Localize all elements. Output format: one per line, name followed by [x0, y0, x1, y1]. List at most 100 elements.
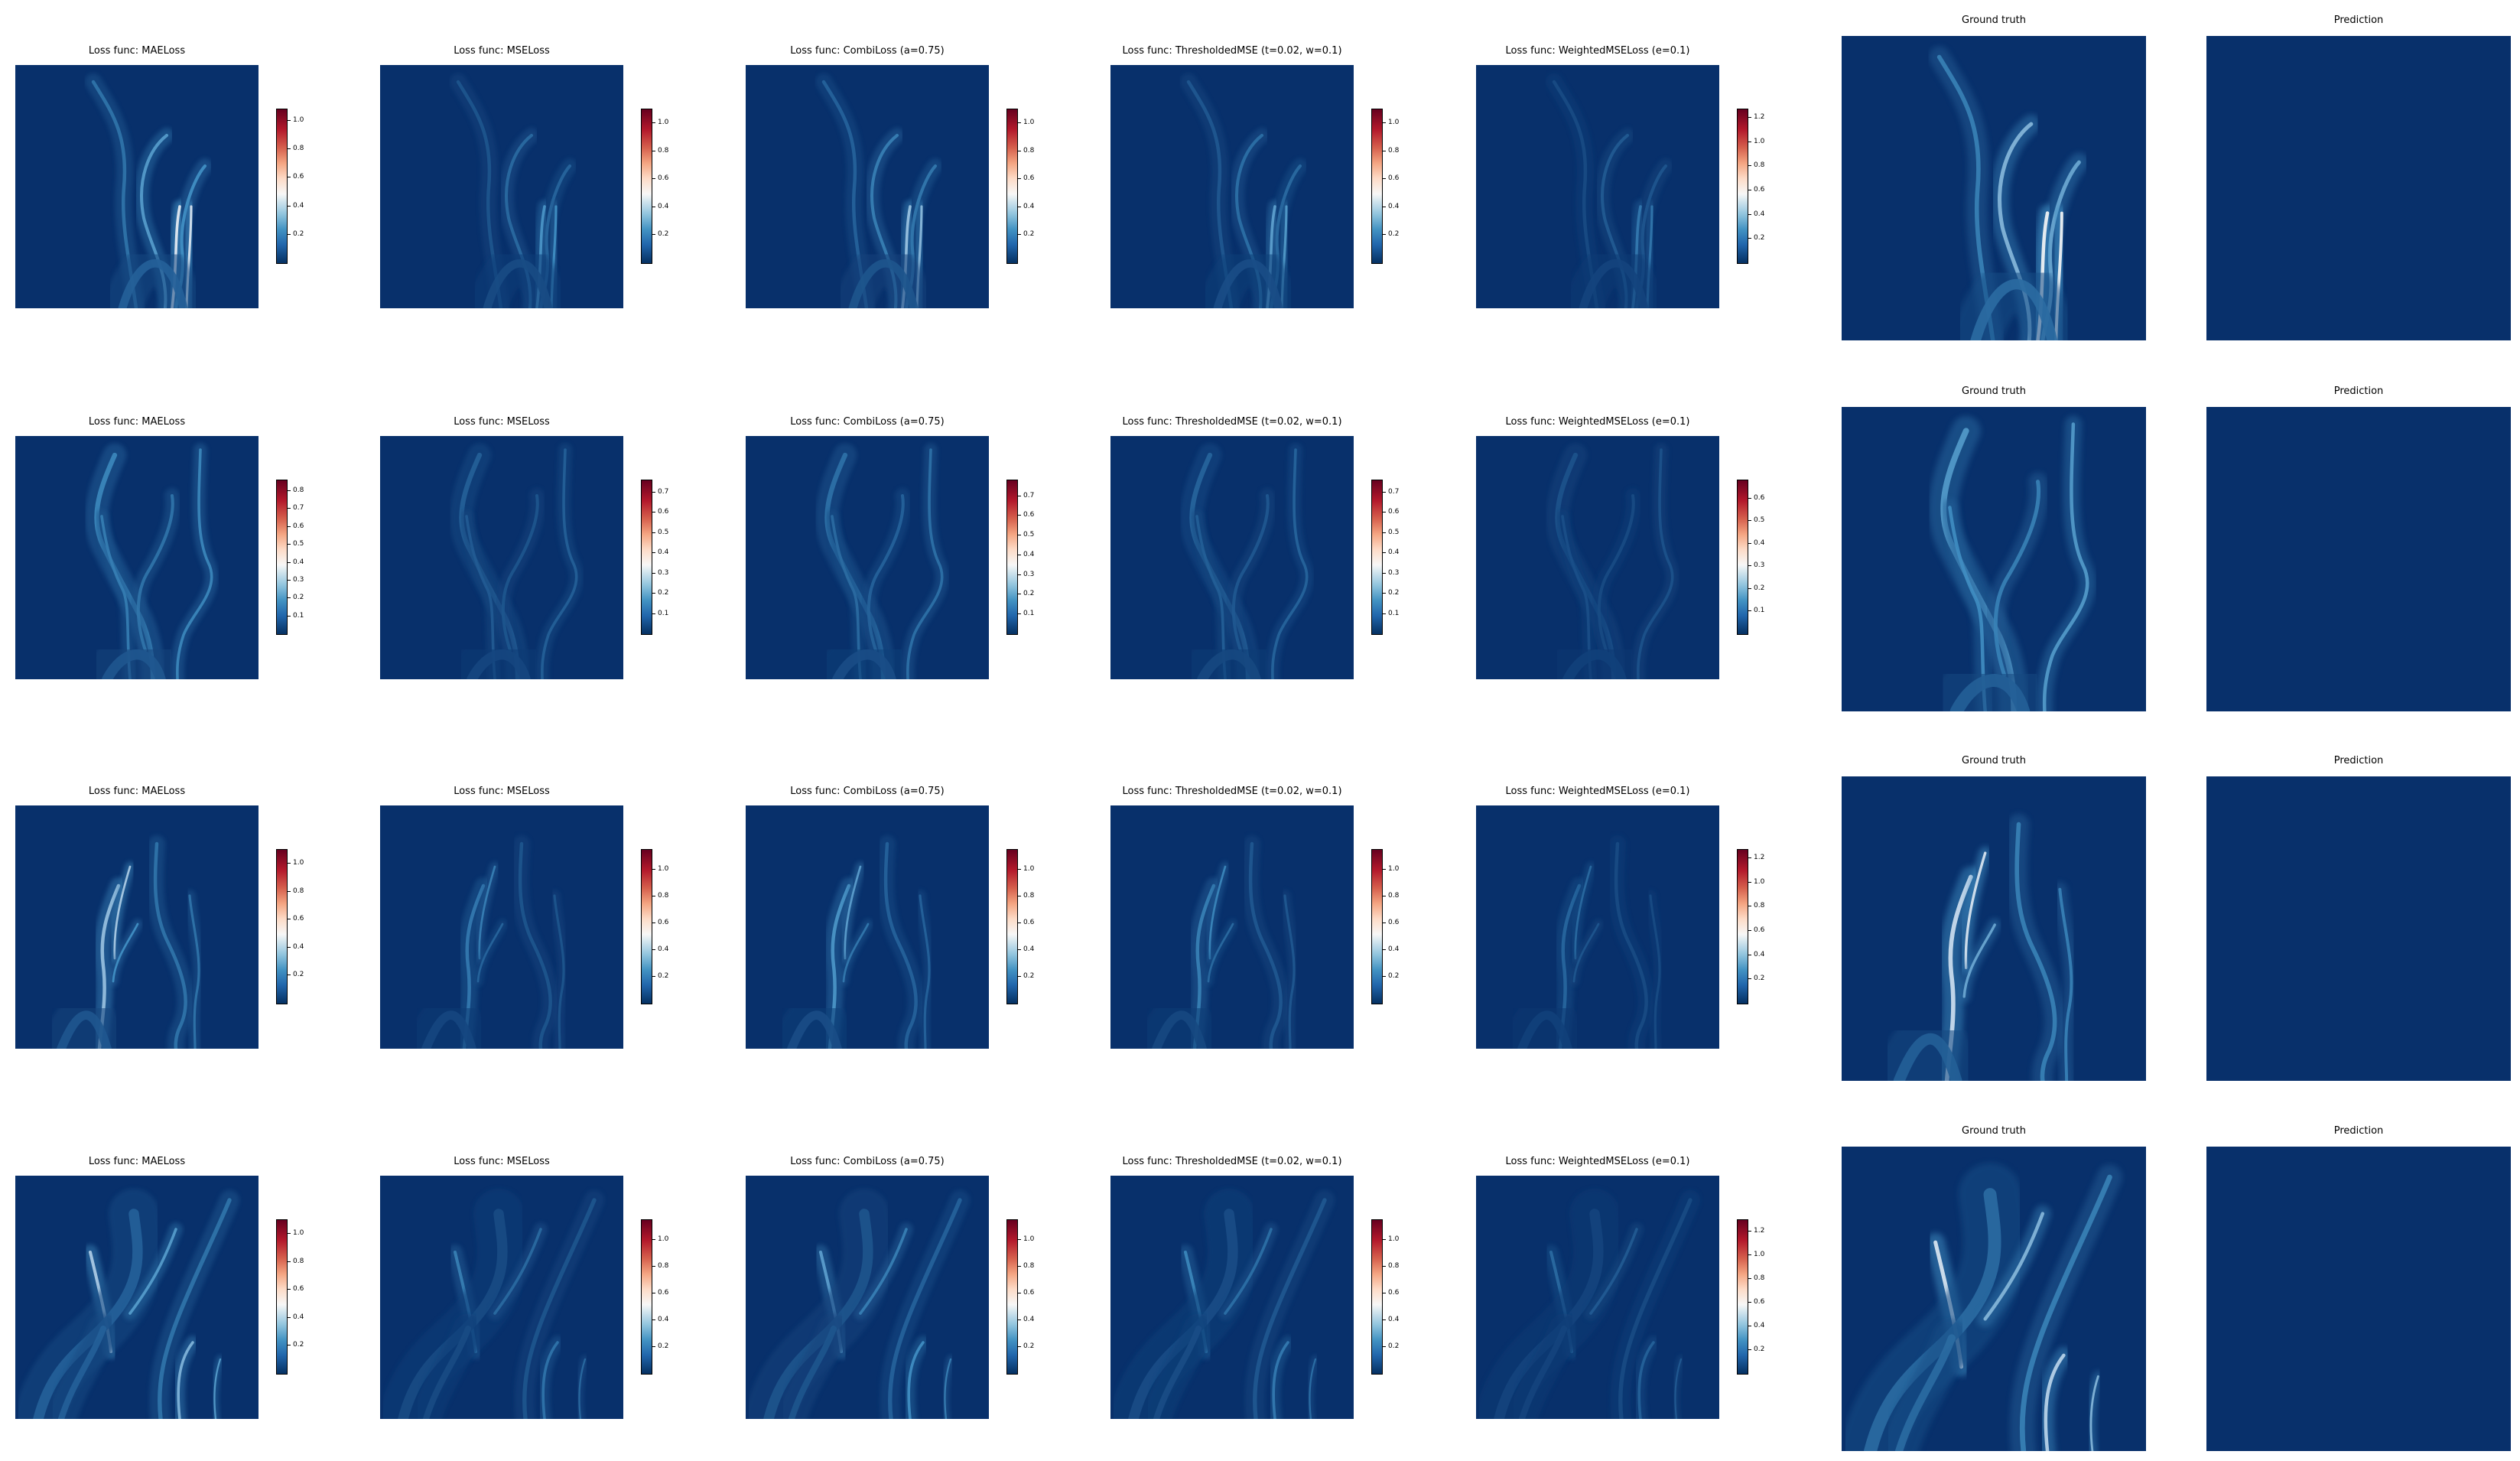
colorbar-tick-label: 0.8 — [1388, 892, 1400, 900]
colorbar-tick-label: 0.6 — [658, 919, 669, 927]
colorbar-tick-label: 0.8 — [293, 486, 304, 495]
ground-truth-title: Ground truth — [1962, 15, 2026, 26]
colorbar-tick-mark — [1382, 976, 1386, 978]
model-panel-r1-c3 — [1110, 436, 1354, 679]
colorbar-tick-label: 0.2 — [1754, 1345, 1765, 1354]
colorbar-tick-label: 1.0 — [1023, 119, 1035, 127]
colorbar-tick-label: 0.4 — [1388, 1316, 1400, 1324]
colorbar — [1006, 480, 1018, 635]
colorbar-tick-mark — [287, 1316, 291, 1318]
colorbar-tick-label: 0.4 — [1023, 550, 1035, 558]
model-panel-r3-c1 — [380, 1176, 623, 1419]
colorbar-tick-mark — [287, 148, 291, 150]
model-panel-r3-c4 — [1476, 1176, 1719, 1419]
colorbar-tick-label: 0.4 — [1388, 202, 1400, 210]
colorbar-tick-mark — [1382, 234, 1386, 236]
colorbar-tick-label: 1.0 — [1754, 137, 1765, 145]
model-panel-r2-c4 — [1476, 805, 1719, 1049]
colorbar-tick-label: 0.6 — [1023, 174, 1035, 183]
panel-title: Loss func: WeightedMSELoss (e=0.1) — [1505, 786, 1690, 797]
colorbar-tick-label: 0.7 — [658, 487, 669, 496]
panel-title: Loss func: MSELoss — [454, 1156, 550, 1167]
prediction-title: Prediction — [2333, 1125, 2384, 1137]
plume-streak — [1207, 922, 1234, 983]
plume-streak — [1970, 278, 2058, 340]
colorbar-tick-mark — [1748, 881, 1751, 883]
colorbar-tick-label: 1.0 — [1388, 119, 1400, 127]
colorbar-tick-mark — [1017, 1266, 1021, 1267]
colorbar-tick-mark — [1748, 238, 1751, 239]
colorbar-tick-mark — [287, 1289, 291, 1290]
plume-streak — [867, 493, 905, 652]
colorbar-tick-label: 0.3 — [658, 568, 669, 577]
colorbar-tick-mark — [287, 863, 291, 864]
colorbar-tick-mark — [1748, 857, 1751, 859]
colorbar-tick-mark — [652, 552, 655, 554]
plume-streak — [1572, 922, 1600, 983]
colorbar-tick-label: 0.2 — [293, 594, 304, 602]
colorbar-tick-label: 0.6 — [658, 508, 669, 516]
colorbar — [276, 1219, 288, 1375]
colorbar-tick-label: 0.5 — [658, 528, 669, 536]
colorbar-tick-label: 0.3 — [1388, 568, 1400, 577]
colorbar-tick-mark — [1382, 1346, 1386, 1348]
colorbar-tick-mark — [287, 561, 291, 563]
plume-streak — [1964, 851, 1987, 970]
plume-streak — [1272, 1341, 1289, 1419]
colorbar-tick-label: 0.8 — [1023, 146, 1035, 155]
colorbar-tick-label: 0.8 — [293, 145, 304, 153]
panel-title: Loss func: MAELoss — [88, 786, 186, 797]
colorbar — [1371, 1219, 1383, 1375]
model-panel-r0-c1 — [380, 65, 623, 308]
colorbar-tick-mark — [1748, 117, 1751, 119]
prediction-panel-r2 — [2206, 776, 2511, 1081]
plume-streak — [1864, 1188, 2001, 1451]
panel-title: Loss func: CombiLoss (a=0.75) — [790, 1156, 945, 1167]
colorbar-tick-label: 0.4 — [1754, 950, 1765, 958]
colorbar-tick-label: 0.1 — [1023, 610, 1035, 618]
colorbar-tick-label: 0.4 — [1754, 210, 1765, 218]
colorbar-tick-mark — [1017, 922, 1021, 924]
colorbar-tick-mark — [1748, 565, 1751, 567]
colorbar-tick-label: 0.6 — [1754, 1298, 1765, 1306]
colorbar-tick-label: 1.0 — [1388, 1235, 1400, 1244]
colorbar-tick-label: 1.0 — [1388, 865, 1400, 874]
colorbar-tick-label: 0.1 — [1754, 607, 1765, 615]
colorbar-tick-label: 0.6 — [293, 522, 304, 530]
colorbar-tick-label: 0.1 — [658, 609, 669, 617]
plume-streak — [483, 259, 553, 308]
colorbar-tick-label: 0.5 — [1023, 531, 1035, 539]
plume-streak — [1224, 1228, 1273, 1315]
colorbar-tick-label: 0.8 — [658, 146, 669, 155]
colorbar-tick-mark — [1382, 572, 1386, 574]
plume-streak — [1309, 1358, 1317, 1419]
panel-title: Loss func: MSELoss — [454, 45, 550, 57]
colorbar-tick-label: 0.3 — [293, 575, 304, 584]
plume-streak — [1153, 1325, 1202, 1419]
panel-title: Loss func: MSELoss — [454, 786, 550, 797]
colorbar-tick-label: 0.4 — [658, 202, 669, 210]
model-panel-r3-c2 — [746, 1176, 989, 1419]
plume-streak — [177, 1341, 194, 1419]
colorbar-tick-label: 0.2 — [1023, 230, 1035, 239]
plume-streak — [1618, 1198, 1692, 1419]
prediction-panel-r1 — [2206, 407, 2511, 711]
colorbar-tick-label: 0.2 — [1388, 1342, 1400, 1351]
plume-streak — [2019, 1174, 2112, 1451]
colorbar-tick-mark — [652, 922, 655, 924]
colorbar-tick-mark — [1748, 978, 1751, 980]
field-background — [2206, 1147, 2511, 1451]
colorbar-tick-label: 0.4 — [658, 548, 669, 557]
colorbar-tick-mark — [1748, 1349, 1751, 1351]
colorbar-tick-label: 0.8 — [1023, 1262, 1035, 1271]
colorbar-tick-label: 0.4 — [1388, 945, 1400, 954]
plume-streak — [1614, 841, 1648, 1049]
colorbar-tick-mark — [287, 597, 291, 599]
colorbar-tick-label: 0.3 — [1023, 570, 1035, 578]
plume-streak — [1589, 1228, 1638, 1315]
colorbar-tick-mark — [287, 946, 291, 948]
colorbar-tick-mark — [1017, 1319, 1021, 1321]
colorbar-tick-mark — [652, 976, 655, 978]
colorbar-tick-label: 0.6 — [1388, 174, 1400, 183]
colorbar-tick-mark — [652, 1239, 655, 1241]
